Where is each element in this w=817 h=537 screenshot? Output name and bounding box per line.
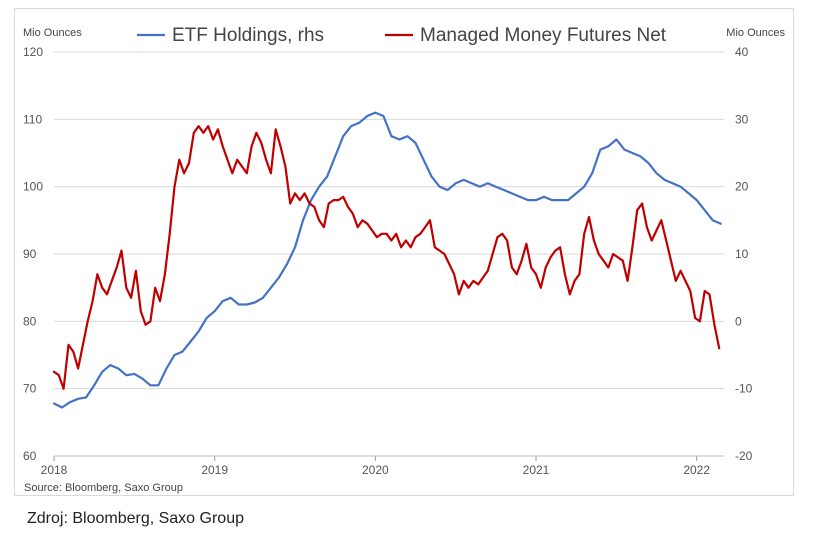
- x-tick-label: 2018: [41, 463, 68, 477]
- left-tick-label: 80: [23, 314, 37, 328]
- series-lines: [52, 111, 722, 409]
- x-tick-label: 2019: [201, 463, 228, 477]
- chart-frame: 60 70 80 90 100 110 120 -20 -10 0 10 20 30 40 2018 2019…: [14, 8, 794, 496]
- right-axis-unit: Mio Ounces: [726, 27, 785, 39]
- left-axis-unit: Mio Ounces: [23, 27, 82, 39]
- right-tick-label: 30: [735, 112, 749, 126]
- left-tick-label: 100: [23, 180, 43, 194]
- right-tick-label: 10: [735, 247, 749, 261]
- right-tick-label: 20: [735, 180, 749, 194]
- tick-labels: 60 70 80 90 100 110 120 -20 -10 0 10 20 30 40 2018 2019…: [23, 45, 753, 477]
- source-note: Source: Bloomberg, Saxo Group: [24, 482, 183, 494]
- legend-label-etf: ETF Holdings, rhs: [172, 25, 324, 46]
- managed-money-futures-line: [52, 124, 721, 390]
- x-tick-label: 2022: [683, 463, 710, 477]
- right-tick-label: -20: [735, 449, 753, 463]
- x-tick-label: 2021: [523, 463, 550, 477]
- left-tick-label: 70: [23, 382, 37, 396]
- etf-holdings-line: [52, 111, 722, 409]
- right-tick-label: 0: [735, 314, 742, 328]
- line-chart: 60 70 80 90 100 110 120 -20 -10 0 10 20 30 40 2018 2019…: [23, 25, 785, 494]
- caption: Zdroj: Bloomberg, Saxo Group: [27, 510, 244, 527]
- left-tick-label: 60: [23, 449, 37, 463]
- gridlines: [53, 51, 724, 461]
- right-tick-label: 40: [735, 45, 749, 59]
- legend-label-managed-money: Managed Money Futures Net: [420, 25, 667, 46]
- left-tick-label: 110: [23, 112, 42, 126]
- right-tick-label: -10: [735, 382, 753, 396]
- left-tick-label: 120: [23, 45, 43, 59]
- left-tick-label: 90: [23, 247, 37, 261]
- x-tick-label: 2020: [362, 463, 389, 477]
- legend: ETF Holdings, rhs Managed Money Futures …: [137, 25, 667, 46]
